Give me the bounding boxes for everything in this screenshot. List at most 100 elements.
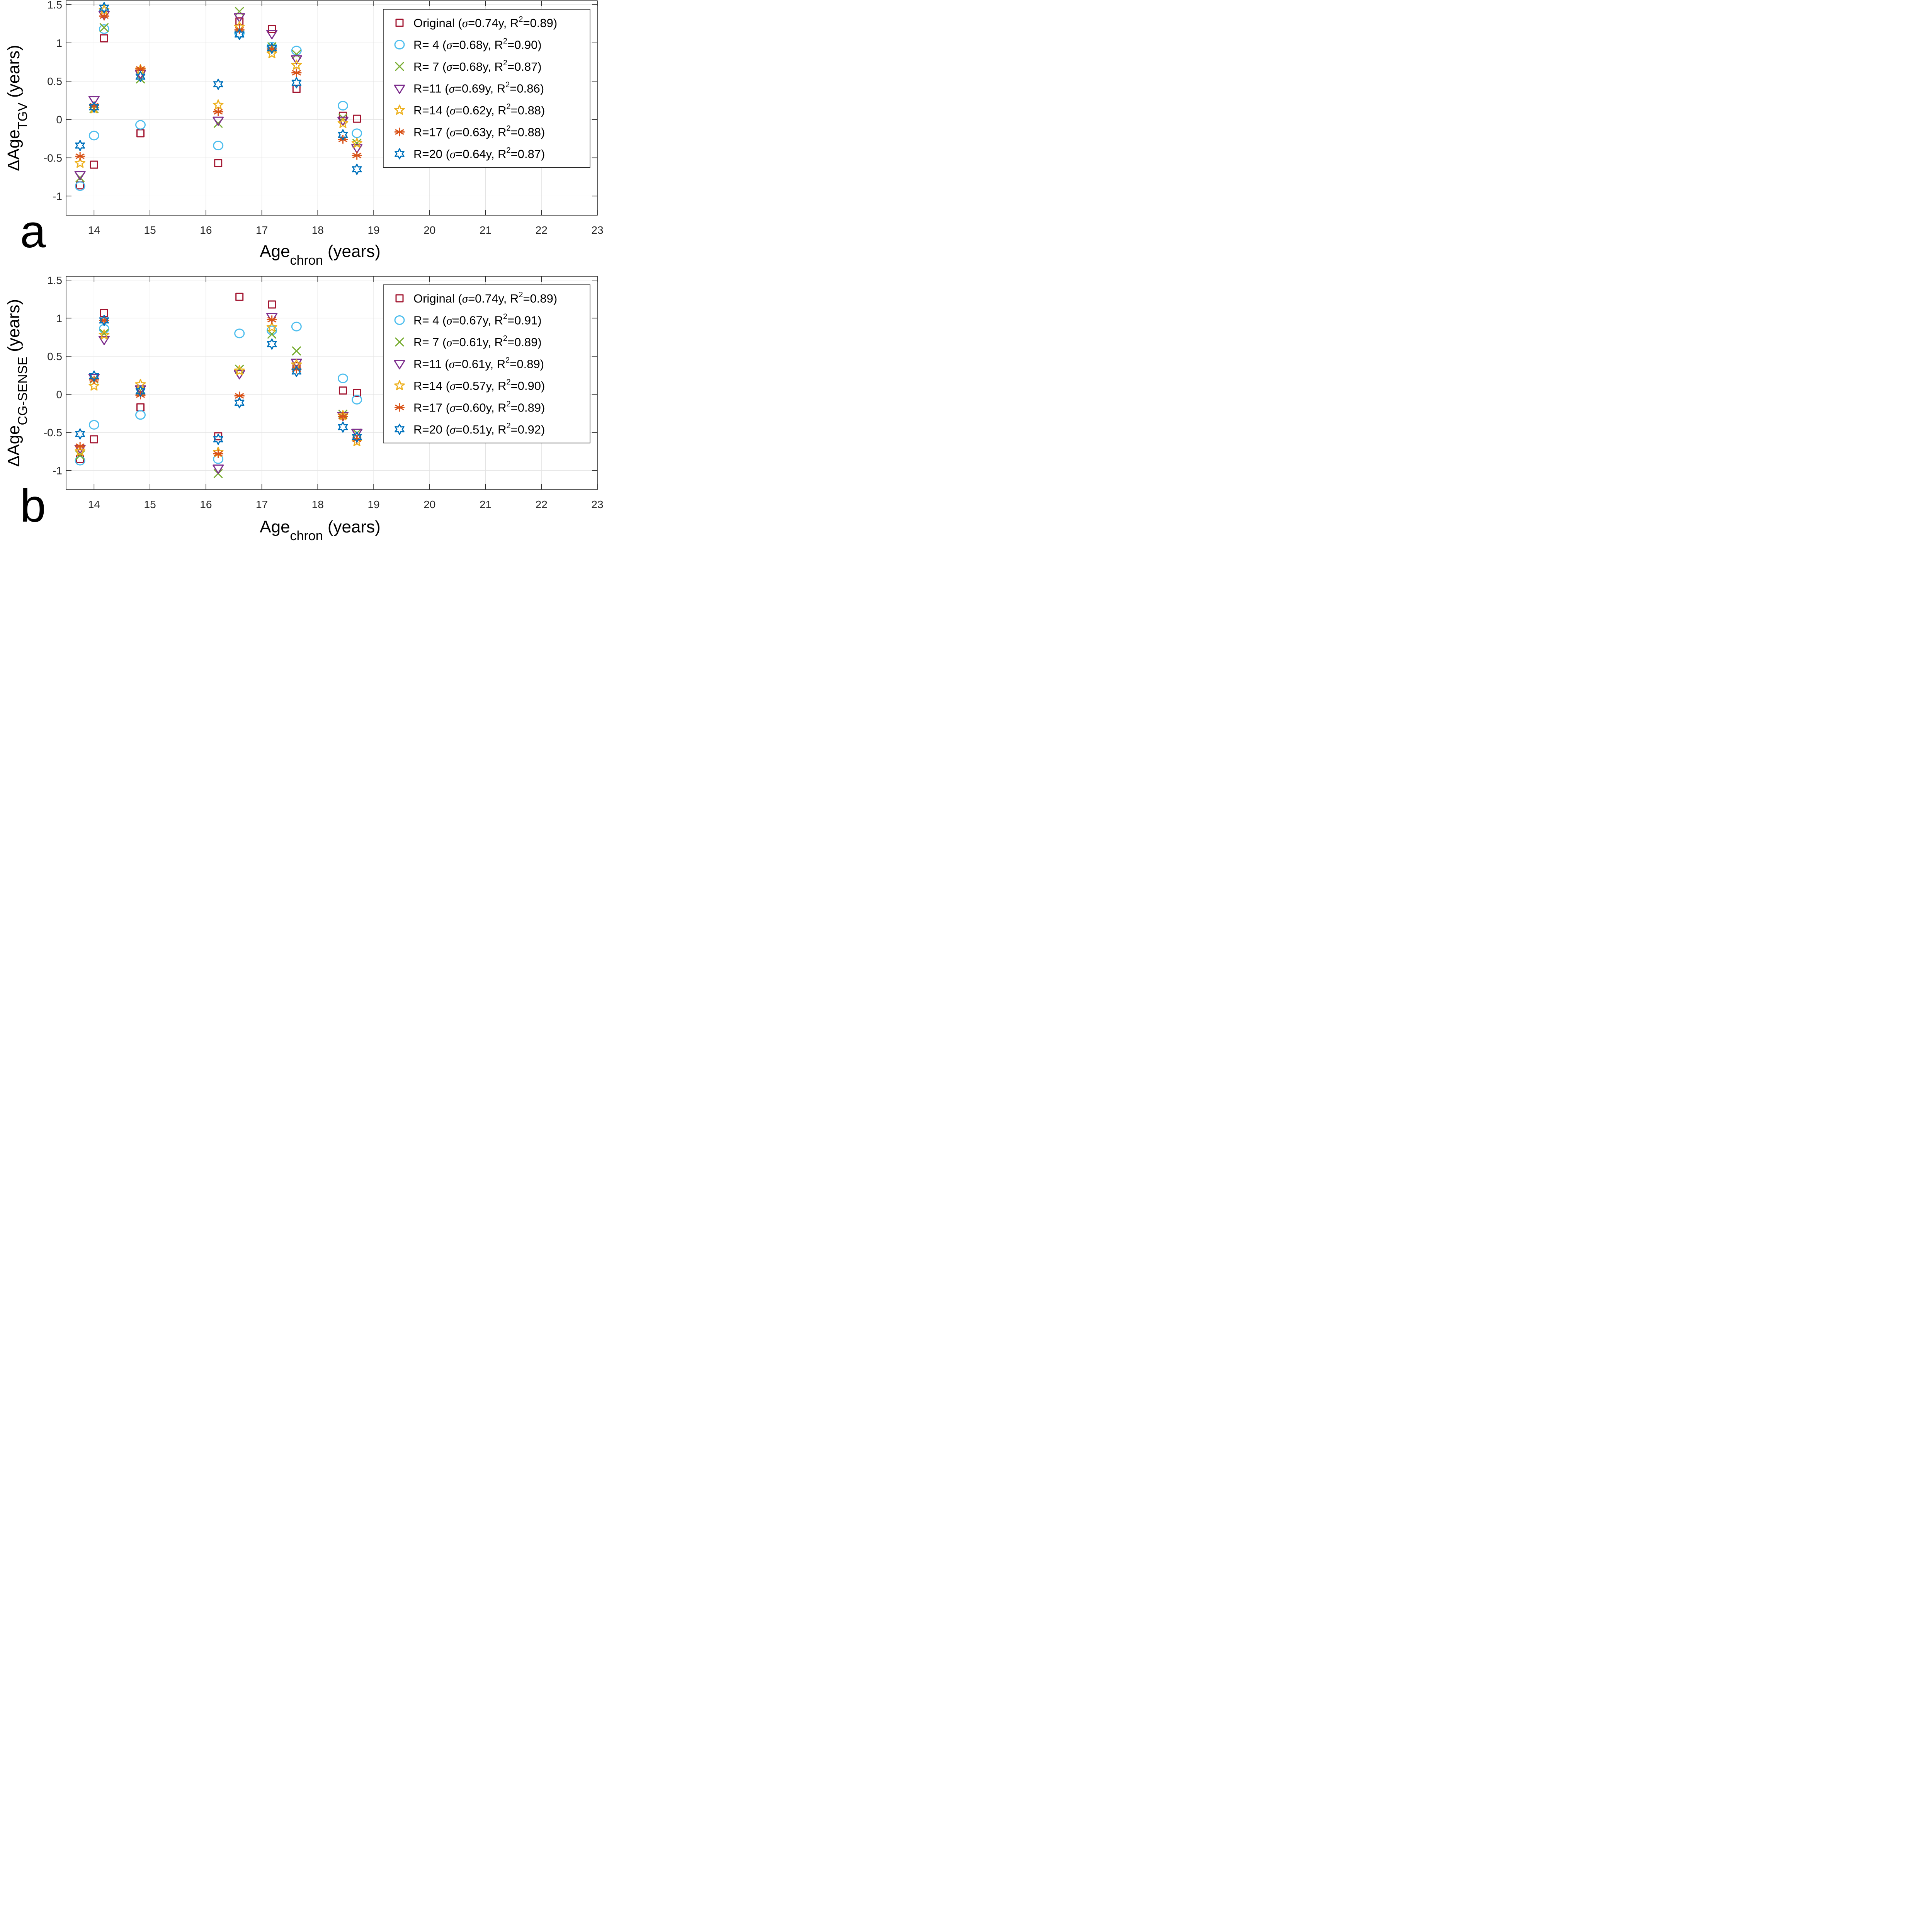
sigma-symbol: σ [446,314,453,327]
x-axis-label-main: Age [260,517,290,536]
sigma-symbol: σ [450,379,456,393]
legend-item: R= 7 (σ=0.68y, R2=0.87) [395,59,542,73]
x-tick-label: 23 [591,498,603,510]
legend-series-name: R= 7 ( [413,335,447,349]
y-tick-label: -0.5 [44,152,62,164]
legend-sigma: =0.62y, R [456,104,506,117]
x-tick-label: 16 [200,224,212,236]
legend-label: R=17 (σ=0.60y, R2=0.89) [413,400,545,415]
data-point [136,129,145,138]
data-point [292,346,301,356]
data-point [267,44,277,53]
data-point [266,30,278,39]
data-point [88,380,100,391]
x-tick-label: 18 [312,498,324,510]
legend-label: Original (σ=0.74y, R2=0.89) [413,15,557,30]
legend-item: R=14 (σ=0.62y, R2=0.88) [394,102,545,117]
legend-r2: =0.90) [507,38,542,52]
y-axis-label: ΔAgeTGV (years) [4,45,30,171]
data-point [90,435,98,444]
legend-box [383,284,590,444]
data-point [234,328,245,338]
data-point [213,141,224,151]
sigma-symbol: σ [462,16,469,30]
x-tick-label: 20 [423,224,435,236]
legend-series-name: R=20 ( [413,423,450,436]
legend-label: R= 4 (σ=0.68y, R2=0.90) [413,37,542,52]
data-point [352,395,362,405]
x-tick-label: 19 [367,224,379,236]
legend-r2: =0.89) [510,357,544,371]
y-axis-label-main: ΔAge [4,129,23,171]
data-point [352,431,362,443]
y-tick-label: 1.5 [47,0,62,11]
data-point [75,451,85,460]
legend-marker [394,40,405,49]
x-tick-label: 23 [591,224,603,236]
legend-sigma: =0.68y, R [452,60,503,73]
data-point [88,96,100,105]
x-tick-label: 20 [423,498,435,510]
legend-marker [395,148,405,160]
sigma-symbol: σ [450,401,456,415]
data-point [353,114,361,123]
data-point [291,321,302,332]
x-tick-label: 14 [88,224,100,236]
data-point [99,329,110,340]
data-point [213,464,224,474]
legend-series-name: R=14 ( [413,379,450,393]
data-point [352,435,362,444]
legend-label: R=14 (σ=0.57y, R2=0.90) [413,378,545,393]
y-tick-label: 0 [56,114,62,126]
legend-marker [394,104,405,115]
sigma-symbol: σ [450,147,456,161]
legend-label: R=20 (σ=0.51y, R2=0.92) [413,422,545,436]
data-point [135,71,146,82]
data-point [234,397,245,408]
legend-series-name: R= 4 ( [413,314,447,327]
sigma-symbol: σ [449,357,456,371]
data-point [135,410,146,420]
legend-sigma: =0.61y, R [452,335,503,349]
data-point [213,116,224,126]
data-point [214,159,223,167]
data-point [234,391,245,400]
data-point [98,336,110,345]
x-tick-label: 14 [88,498,100,510]
legend-item: R=11 (σ=0.61y, R2=0.89) [394,356,544,371]
legend-series-name: Original ( [413,292,462,305]
legend-label: R= 4 (σ=0.67y, R2=0.91) [413,313,542,327]
legend-sigma: =0.69y, R [455,82,505,95]
x-tick-label: 21 [480,498,492,510]
y-tick-label: 1 [56,312,62,324]
sigma-symbol: σ [446,38,453,52]
y-tick-label: -0.5 [44,427,62,439]
legend-series-name: R=17 ( [413,401,450,415]
superscript: 2 [519,15,523,24]
x-tick-label: 22 [536,498,548,510]
ticks: 14 15 16 17 18 19 20 21 22 23-1-0.500.511.5 [44,0,604,236]
legend-label: R=20 (σ=0.64y, R2=0.87) [413,146,545,161]
data-points [74,2,363,191]
legend-label: R=11 (σ=0.61y, R2=0.89) [413,356,544,371]
legend-label: R=17 (σ=0.63y, R2=0.88) [413,124,545,139]
panel-letter: b [20,480,46,532]
data-point [213,78,223,90]
data-point [292,49,301,59]
data-point [74,171,86,180]
legend-box [383,9,590,168]
data-point [75,442,85,451]
series-hexagram [75,2,362,175]
legend-r2: =0.89) [523,16,557,30]
data-point [337,373,348,383]
legend-r2: =0.89) [511,401,545,415]
data-point [88,131,99,141]
data-point [267,43,277,54]
legend-label: R=14 (σ=0.62y, R2=0.88) [413,102,545,117]
data-point [266,48,277,58]
legend-series-name: R= 7 ( [413,60,447,73]
legend-item: R=20 (σ=0.64y, R2=0.87) [395,146,545,161]
legend-marker [394,380,405,390]
legend-sigma: =0.74y, R [468,16,519,30]
x-tick-label: 17 [256,224,268,236]
